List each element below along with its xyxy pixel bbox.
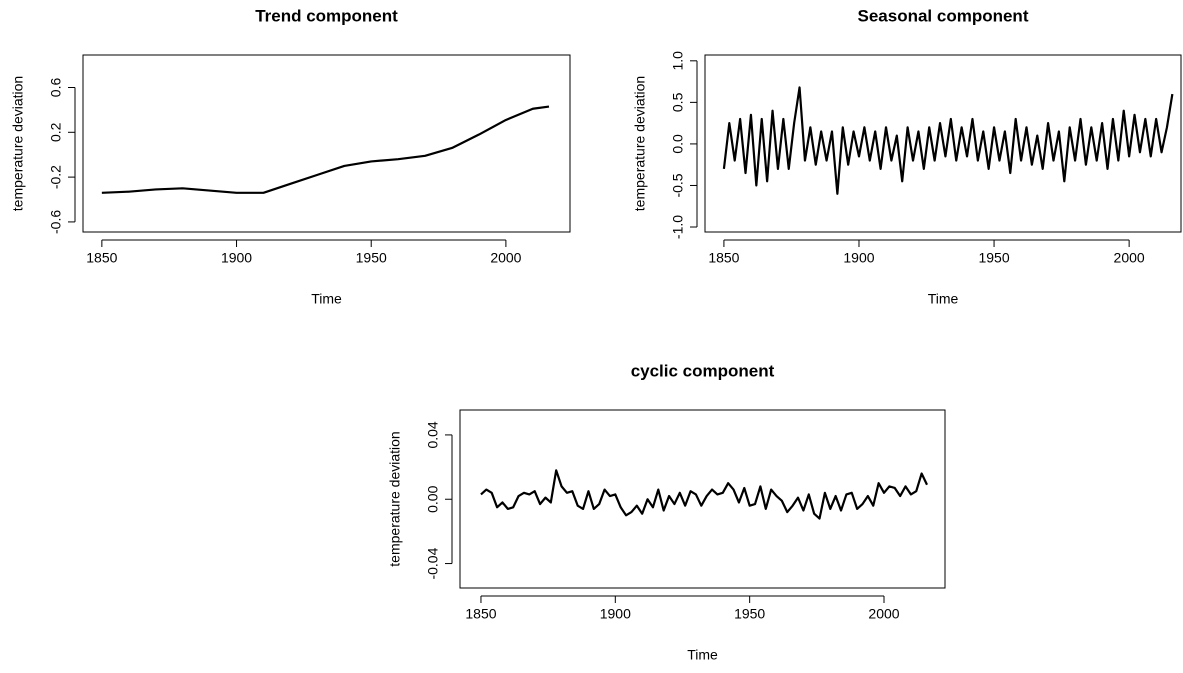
plot-box [704, 54, 1182, 233]
y-tick-label: 0.0 [670, 134, 686, 154]
chart-title: Seasonal component [858, 6, 1029, 25]
y-tick-label: -1.0 [670, 215, 686, 239]
y-tick-label: 0.2 [48, 122, 64, 142]
y-tick-label: 0.00 [425, 485, 441, 512]
x-tick-label: 2000 [1114, 250, 1145, 266]
data-line [480, 469, 928, 520]
x-tick-label: 1950 [978, 250, 1009, 266]
x-axis-label: Time [311, 291, 342, 307]
x-tick-label: 2000 [490, 250, 521, 266]
data-line [722, 86, 1174, 195]
y-tick-label: 1.0 [670, 51, 686, 71]
data-line [101, 105, 550, 194]
x-tick-label: 1900 [221, 250, 252, 266]
x-tick-label: 1900 [843, 250, 874, 266]
chart-title: Trend component [255, 6, 398, 25]
y-tick-label: 0.6 [48, 78, 64, 98]
x-tick-label: 1950 [734, 606, 765, 622]
y-tick-label: -0.6 [48, 210, 64, 234]
x-tick-label: 1900 [600, 606, 631, 622]
y-tick-label: -0.2 [48, 165, 64, 189]
y-axis-label: temperature deviation [10, 76, 26, 211]
y-tick-label: -0.5 [670, 173, 686, 197]
y-tick-label: 0.04 [425, 421, 441, 448]
y-tick-label: -0.04 [425, 547, 441, 579]
x-tick-label: 1850 [708, 250, 739, 266]
x-tick-label: 1850 [86, 250, 117, 266]
plot-box [459, 409, 946, 589]
y-axis-label: temperature deviation [632, 76, 648, 211]
chart-title: cyclic component [631, 361, 775, 380]
x-tick-label: 1950 [356, 250, 387, 266]
x-tick-label: 1850 [465, 606, 496, 622]
y-axis-label: temperature deviation [387, 431, 403, 566]
x-axis-label: Time [928, 291, 959, 307]
plot-box [82, 54, 571, 233]
x-tick-label: 2000 [868, 606, 899, 622]
y-tick-label: 0.5 [670, 92, 686, 112]
x-axis-label: Time [687, 647, 718, 663]
